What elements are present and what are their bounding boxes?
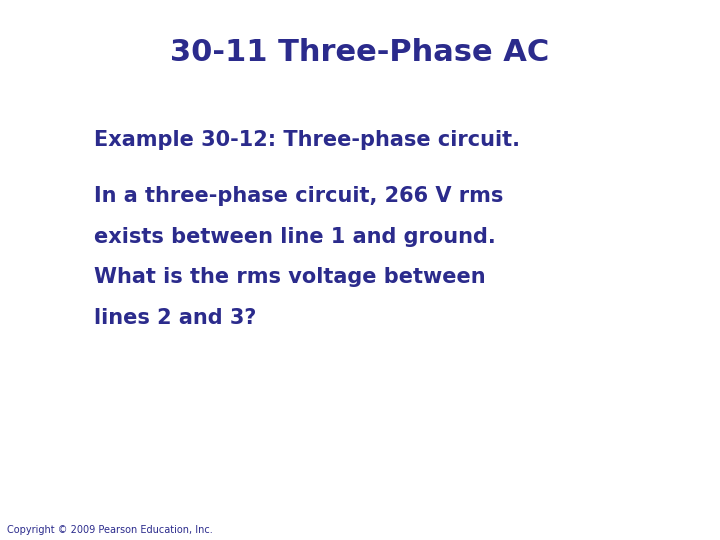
Text: In a three-phase circuit, 266 V rms: In a three-phase circuit, 266 V rms	[94, 186, 503, 206]
Text: exists between line 1 and ground.: exists between line 1 and ground.	[94, 227, 495, 247]
Text: Example 30-12: Three-phase circuit.: Example 30-12: Three-phase circuit.	[94, 130, 520, 150]
Text: What is the rms voltage between: What is the rms voltage between	[94, 267, 485, 287]
Text: Copyright © 2009 Pearson Education, Inc.: Copyright © 2009 Pearson Education, Inc.	[7, 524, 213, 535]
Text: 30-11 Three-Phase AC: 30-11 Three-Phase AC	[171, 38, 549, 67]
Text: lines 2 and 3?: lines 2 and 3?	[94, 308, 256, 328]
